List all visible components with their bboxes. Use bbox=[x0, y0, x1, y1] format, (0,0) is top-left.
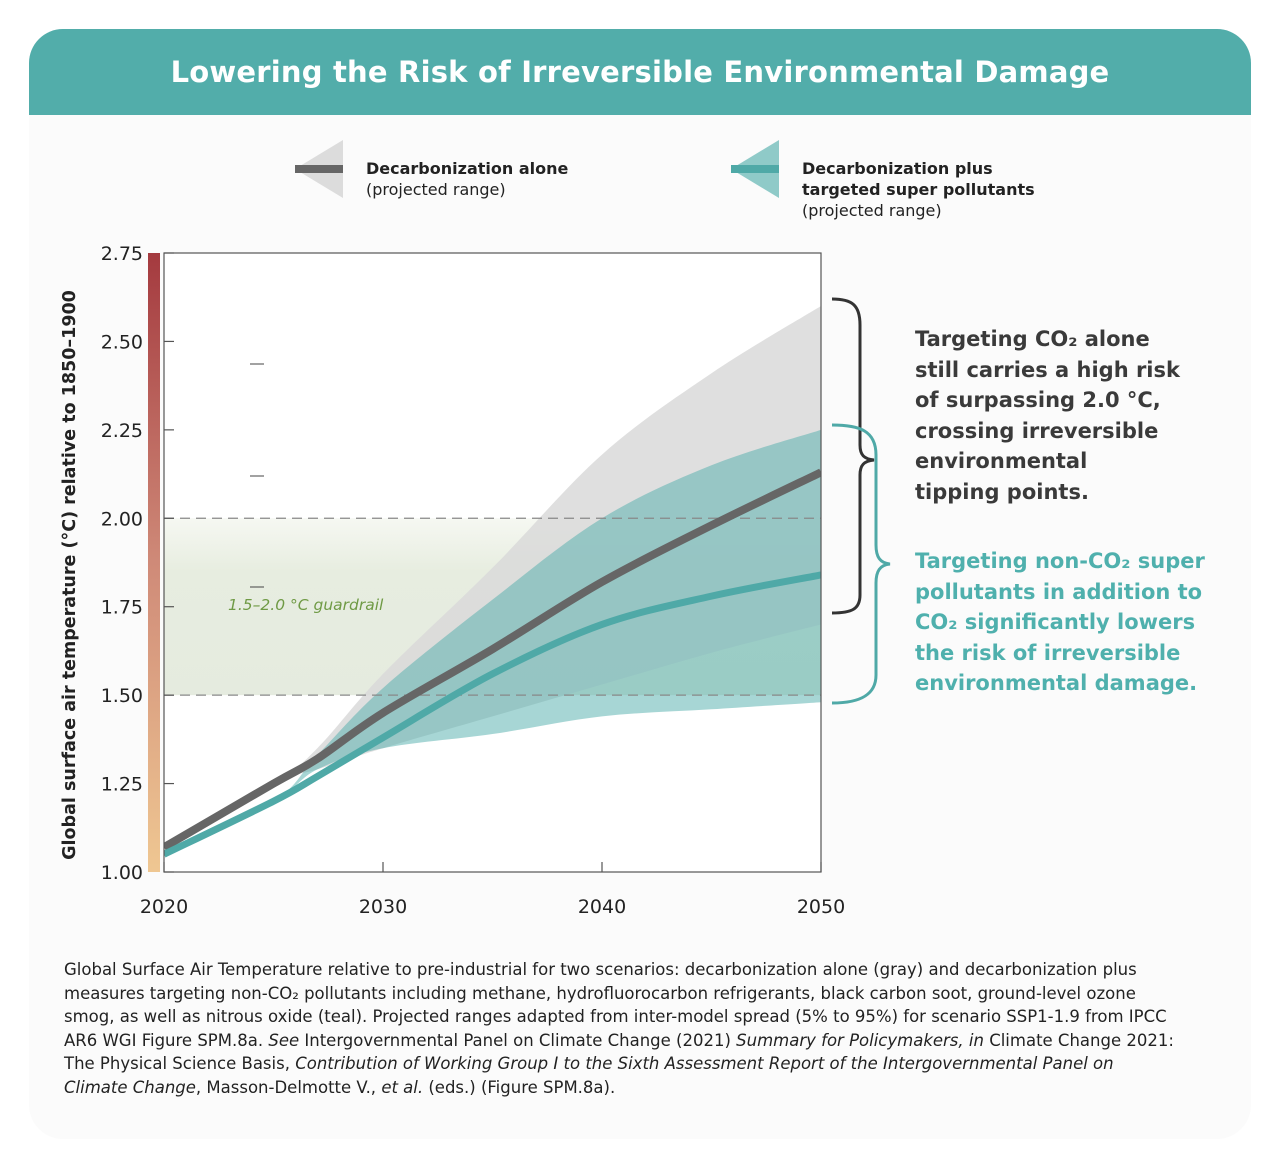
legend-teal-icon bbox=[731, 140, 779, 198]
guardrail-label: 1.5–2.0 °C guardrail bbox=[228, 596, 384, 614]
legend-gray-icon bbox=[295, 140, 343, 198]
series-line-1 bbox=[164, 571, 821, 858]
annotation-gray-line: crossing irreversible bbox=[915, 418, 1159, 443]
y-tick-label: 2.00 bbox=[101, 508, 143, 530]
annotation-teal-line: Targeting non-CO₂ super bbox=[915, 549, 1205, 573]
annotation-teal-line: the risk of irreversible bbox=[915, 640, 1181, 665]
annotation-gray: Targeting CO₂ alone still carries a high… bbox=[915, 324, 1180, 507]
y-tick-label: 2.25 bbox=[101, 420, 143, 442]
range-band-0 bbox=[164, 306, 821, 848]
annotation-teal-line: CO₂ significantly lowers bbox=[915, 610, 1196, 634]
y-tick-label: 2.75 bbox=[101, 243, 143, 265]
legend-item-gray: Decarbonization alone (projected range) bbox=[295, 140, 568, 200]
caption-italic: See bbox=[268, 1030, 300, 1050]
annotation-braces bbox=[831, 297, 891, 705]
y-tick-label: 1.25 bbox=[101, 774, 143, 796]
title: Lowering the Risk of Irreversible Enviro… bbox=[29, 29, 1251, 115]
y-tick-label: 1.00 bbox=[101, 862, 143, 884]
caption-italic: et al. bbox=[381, 1077, 424, 1097]
plot-frame bbox=[163, 252, 822, 873]
caption-text: (eds.) (Figure SPM.8a). bbox=[423, 1077, 616, 1097]
x-tick-label: 2030 bbox=[359, 896, 407, 918]
x-tick-label: 2040 bbox=[578, 896, 626, 918]
legend-item-teal: Decarbonization plus targeted super poll… bbox=[731, 140, 1035, 221]
caption-text: Climate Change 2021: The Physical Scienc… bbox=[64, 1030, 1174, 1074]
annotation-gray-line: environmental bbox=[915, 449, 1088, 473]
annotation-gray-line: tipping points. bbox=[915, 479, 1089, 504]
annotation-gray-line: still carries a high risk bbox=[915, 357, 1180, 382]
y-axis-label: Global surface air temperature (°C) rela… bbox=[60, 290, 80, 860]
legend-teal-label-1: Decarbonization plus bbox=[802, 159, 993, 178]
x-tick-label: 2050 bbox=[797, 896, 845, 918]
temperature-color-bar bbox=[148, 253, 160, 872]
caption-italic: Summary for Policymakers, in bbox=[736, 1030, 984, 1050]
legend-teal-label-2: targeted super pollutants bbox=[802, 180, 1035, 199]
legend-gray-sub: (projected range) bbox=[366, 180, 506, 199]
caption-text: , Masson-Delmotte V., bbox=[195, 1077, 382, 1097]
caption: Global Surface Air Temperature relative … bbox=[64, 958, 1174, 1099]
gray-brace-icon bbox=[831, 297, 875, 615]
caption-italic: Contribution of Working Group I to the S… bbox=[64, 1054, 1114, 1097]
caption-text: Intergovernmental Panel on Climate Chang… bbox=[299, 1030, 737, 1050]
series-line-0 bbox=[164, 468, 821, 851]
y-tick-label: 1.75 bbox=[101, 597, 143, 619]
teal-brace-icon bbox=[831, 423, 891, 705]
legend-gray-label: Decarbonization alone bbox=[366, 159, 569, 178]
annotation-teal: Targeting non-CO₂ super pollutants in ad… bbox=[915, 546, 1205, 699]
caption-text: Global Surface Air Temperature relative … bbox=[64, 960, 1167, 1050]
annotation-gray-line: of surpassing 2.0 °C, bbox=[915, 388, 1161, 412]
annotation-teal-line: pollutants in addition to bbox=[915, 579, 1203, 604]
annotation-gray-line: Targeting CO₂ alone bbox=[915, 327, 1150, 351]
legend-teal-sub: (projected range) bbox=[802, 201, 942, 220]
chart: 1.5–2.0 °C guardrail 1.00 1.25 1.50 1.75 2.0… bbox=[60, 243, 845, 918]
x-tick-label: 2020 bbox=[140, 896, 188, 918]
y-tick-label: 1.50 bbox=[101, 685, 143, 707]
annotation-teal-line: environmental damage. bbox=[915, 671, 1198, 695]
y-tick-label: 2.50 bbox=[101, 331, 143, 353]
